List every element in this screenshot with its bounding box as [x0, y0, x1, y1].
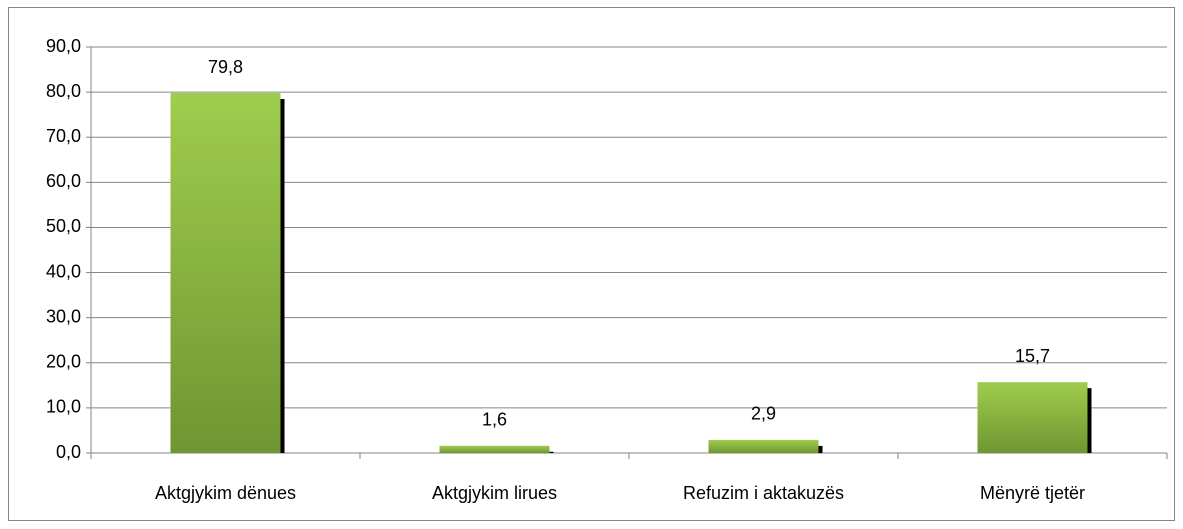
y-tick-label: 40,0: [46, 261, 81, 281]
y-tick-label: 0,0: [56, 442, 81, 462]
x-tick-label: Aktgjykim dënues: [155, 483, 296, 503]
x-tick-label: Aktgjykim lirues: [432, 483, 557, 503]
x-tick-label: Mënyrë tjetër: [980, 483, 1085, 503]
y-tick-label: 30,0: [46, 306, 81, 326]
bar-shadow: [548, 451, 554, 453]
data-label: 2,9: [751, 404, 776, 424]
y-tick-label: 60,0: [46, 171, 81, 191]
bar: [170, 93, 281, 453]
bar: [708, 439, 819, 453]
y-tick-label: 90,0: [46, 36, 81, 56]
bar: [439, 445, 550, 453]
bar-shadow: [279, 99, 285, 453]
y-tick-label: 20,0: [46, 352, 81, 372]
data-label: 79,8: [208, 57, 243, 77]
x-tick-label: Refuzim i aktakuzës: [683, 483, 844, 503]
y-tick-label: 70,0: [46, 126, 81, 146]
y-tick-label: 10,0: [46, 397, 81, 417]
data-label: 15,7: [1015, 346, 1050, 366]
bar: [977, 382, 1088, 453]
bar-shadow: [1086, 388, 1092, 453]
bar-shadow: [817, 445, 823, 453]
y-tick-label: 50,0: [46, 216, 81, 236]
y-tick-label: 80,0: [46, 81, 81, 101]
data-label: 1,6: [482, 410, 507, 430]
